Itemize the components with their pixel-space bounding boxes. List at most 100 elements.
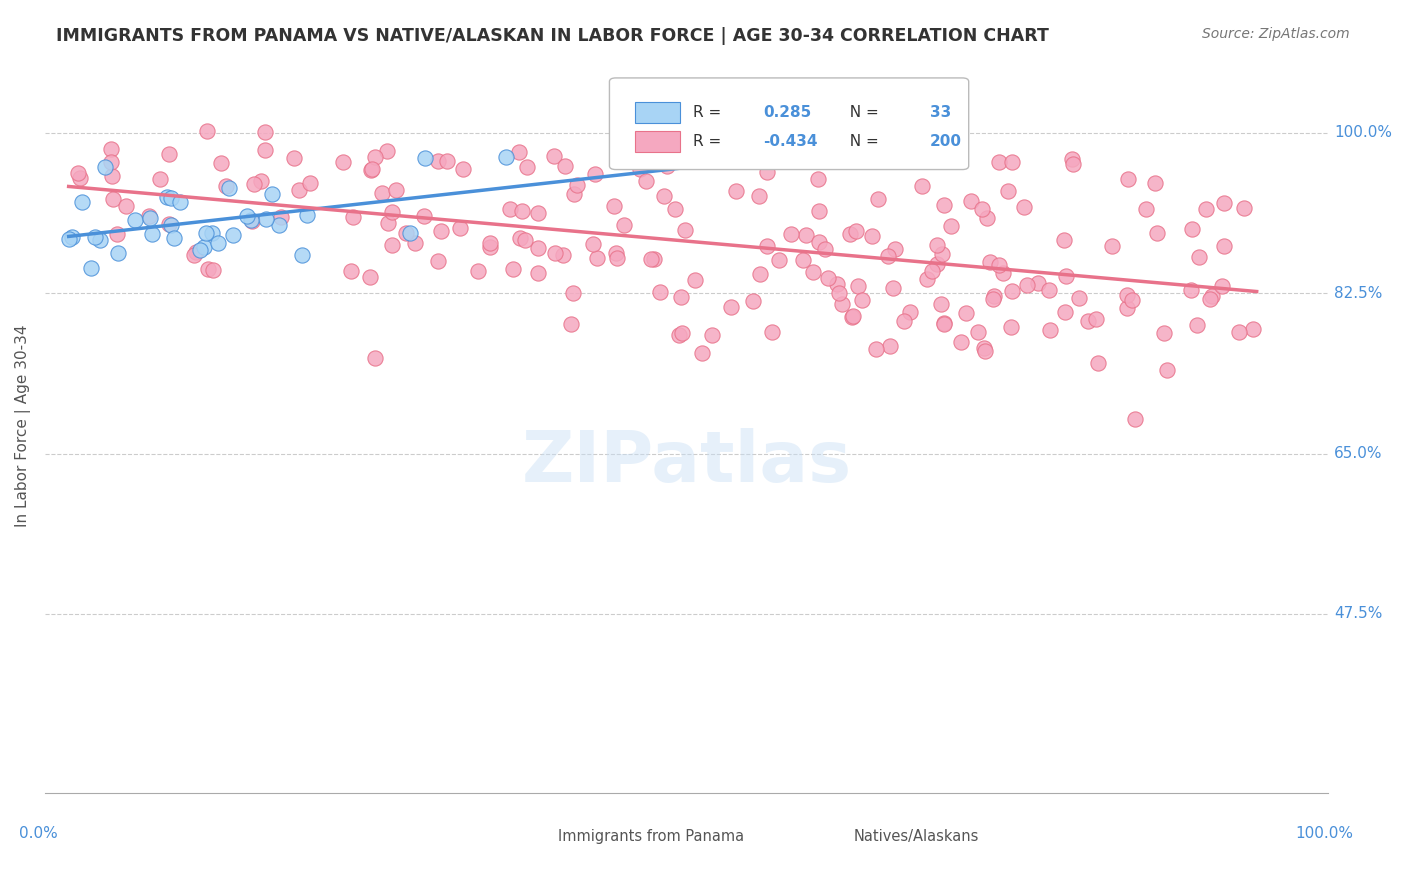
- Point: [966, 325, 988, 339]
- Point: [404, 235, 426, 250]
- Point: [449, 221, 471, 235]
- Point: [842, 309, 865, 323]
- Point: [240, 213, 263, 227]
- Point: [157, 147, 180, 161]
- Text: 0.285: 0.285: [763, 105, 811, 120]
- Point: [427, 253, 450, 268]
- Point: [911, 178, 934, 193]
- Point: [748, 189, 770, 203]
- Point: [807, 235, 830, 250]
- Point: [973, 341, 995, 355]
- Point: [562, 285, 585, 300]
- Text: Natives/Alaskans: Natives/Alaskans: [853, 829, 979, 844]
- Point: [673, 223, 696, 237]
- Point: [1084, 312, 1107, 326]
- Point: [560, 317, 582, 331]
- Point: [291, 248, 314, 262]
- Text: 100.0%: 100.0%: [1334, 126, 1392, 140]
- Point: [650, 285, 672, 299]
- Point: [868, 192, 890, 206]
- Point: [267, 218, 290, 232]
- Point: [562, 186, 585, 201]
- Text: 200: 200: [931, 134, 962, 149]
- Point: [613, 218, 636, 232]
- Point: [950, 334, 973, 349]
- Point: [683, 273, 706, 287]
- Point: [1012, 200, 1035, 214]
- Point: [583, 167, 606, 181]
- Point: [1153, 326, 1175, 340]
- Point: [467, 263, 489, 277]
- Point: [551, 248, 574, 262]
- Point: [186, 244, 208, 259]
- Point: [201, 226, 224, 240]
- Point: [974, 344, 997, 359]
- FancyBboxPatch shape: [636, 131, 681, 152]
- Point: [526, 241, 548, 255]
- Point: [543, 149, 565, 163]
- Point: [979, 255, 1001, 269]
- Point: [1195, 202, 1218, 216]
- Point: [807, 204, 830, 219]
- Point: [270, 211, 292, 225]
- Point: [941, 219, 963, 233]
- Point: [554, 159, 576, 173]
- Point: [1026, 276, 1049, 290]
- Point: [1123, 412, 1146, 426]
- Point: [893, 314, 915, 328]
- Point: [741, 293, 763, 308]
- Point: [193, 239, 215, 253]
- Point: [105, 227, 128, 241]
- Point: [163, 230, 186, 244]
- Point: [860, 228, 883, 243]
- Point: [240, 213, 263, 227]
- Point: [1087, 356, 1109, 370]
- Point: [1062, 152, 1084, 166]
- Point: [955, 306, 977, 320]
- Point: [987, 155, 1010, 169]
- Point: [567, 178, 589, 192]
- FancyBboxPatch shape: [609, 78, 969, 169]
- Text: 100.0%: 100.0%: [1295, 826, 1354, 840]
- Point: [792, 253, 814, 268]
- Point: [1067, 291, 1090, 305]
- Point: [381, 204, 404, 219]
- Point: [724, 184, 747, 198]
- Point: [207, 236, 229, 251]
- Point: [879, 339, 901, 353]
- Point: [1199, 293, 1222, 307]
- Point: [1101, 239, 1123, 253]
- Point: [845, 224, 868, 238]
- Point: [157, 218, 180, 232]
- Point: [671, 326, 693, 340]
- Point: [513, 233, 536, 247]
- Point: [664, 202, 686, 216]
- Point: [1116, 301, 1139, 316]
- Point: [377, 144, 399, 158]
- Point: [628, 161, 651, 176]
- Point: [1188, 250, 1211, 264]
- Point: [1211, 278, 1233, 293]
- Point: [1146, 226, 1168, 240]
- Point: [1156, 362, 1178, 376]
- Point: [453, 161, 475, 176]
- Point: [749, 267, 772, 281]
- Point: [124, 213, 146, 227]
- Point: [141, 227, 163, 242]
- Point: [1116, 288, 1139, 302]
- Point: [997, 184, 1019, 198]
- Point: [991, 266, 1014, 280]
- Point: [1000, 155, 1022, 169]
- Point: [1180, 284, 1202, 298]
- Point: [960, 194, 983, 209]
- Text: R =: R =: [693, 134, 725, 149]
- Point: [101, 169, 124, 183]
- Point: [360, 162, 382, 177]
- Point: [605, 246, 627, 260]
- Point: [1001, 284, 1024, 298]
- Text: R =: R =: [693, 105, 725, 120]
- Point: [1233, 202, 1256, 216]
- Point: [527, 266, 550, 280]
- Point: [1201, 289, 1223, 303]
- Point: [882, 280, 904, 294]
